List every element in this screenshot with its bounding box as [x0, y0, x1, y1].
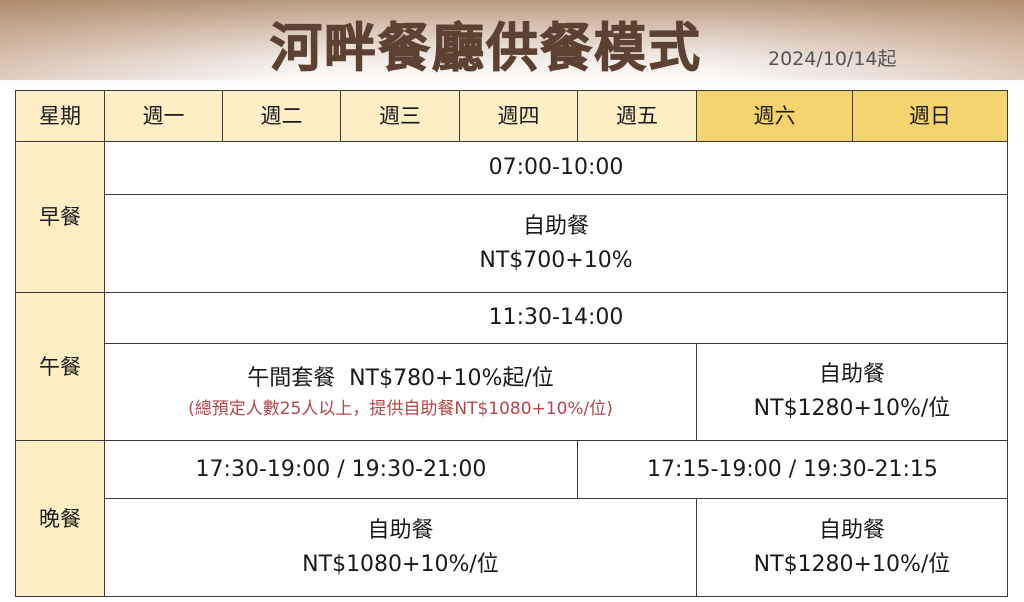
dinner-weekday-price: NT$1080+10%/位 — [302, 551, 499, 577]
page-title: 河畔餐廳供餐模式 — [269, 19, 703, 80]
header-fri: 週五 — [577, 90, 697, 142]
breakfast-type: 自助餐 — [522, 213, 589, 239]
lunch-time: 11:30-14:00 — [104, 292, 1008, 344]
lunch-weekend-content: 自助餐 NT$1280+10%/位 — [696, 343, 1008, 441]
header-mon: 週一 — [104, 90, 223, 142]
lunch-label-text: 午餐 — [39, 354, 81, 379]
dinner-weekend-price: NT$1280+10%/位 — [753, 551, 951, 577]
header-background-photo — [0, 0, 1024, 80]
effective-date: 2024/10/14起 — [768, 48, 897, 70]
dinner-weekday-content: 自助餐 NT$1080+10%/位 — [104, 498, 697, 597]
breakfast-time: 07:00-10:00 — [104, 141, 1008, 195]
dinner-weekend-type: 自助餐 — [818, 517, 885, 543]
lunch-weekend-type: 自助餐 — [818, 362, 885, 387]
lunch-weekday-title: 午間套餐 NT$780+10%起/位 — [247, 366, 554, 391]
header-sat: 週六 — [696, 90, 853, 142]
header-sun: 週日 — [852, 90, 1008, 142]
lunch-weekday-note: (總預定人數25人以上，提供自助餐NT$1080+10%/位) — [188, 399, 613, 419]
breakfast-price: NT$700+10% — [479, 247, 633, 273]
header-thu: 週四 — [459, 90, 578, 142]
breakfast-content: 自助餐 NT$700+10% — [104, 194, 1008, 293]
breakfast-label-text: 早餐 — [39, 205, 81, 229]
lunch-weekend-price: NT$1280+10%/位 — [753, 396, 951, 421]
dinner-label: 晚餐 — [15, 440, 105, 597]
header-tue: 週二 — [222, 90, 341, 142]
lunch-label: 午餐 — [15, 292, 105, 441]
dinner-weekend-content: 自助餐 NT$1280+10%/位 — [696, 498, 1008, 597]
dinner-weekday-type: 自助餐 — [367, 517, 434, 543]
header-weekday-label: 星期 — [15, 90, 105, 142]
lunch-weekday-content: 午間套餐 NT$780+10%起/位 (總預定人數25人以上，提供自助餐NT$1… — [104, 343, 697, 441]
header-wed: 週三 — [340, 90, 460, 142]
dinner-label-text: 晚餐 — [39, 506, 81, 531]
dinner-weekday-time: 17:30-19:00 / 19:30-21:00 — [104, 440, 578, 499]
dinner-weekend-time: 17:15-19:00 / 19:30-21:15 — [577, 440, 1008, 499]
breakfast-label: 早餐 — [15, 141, 105, 293]
